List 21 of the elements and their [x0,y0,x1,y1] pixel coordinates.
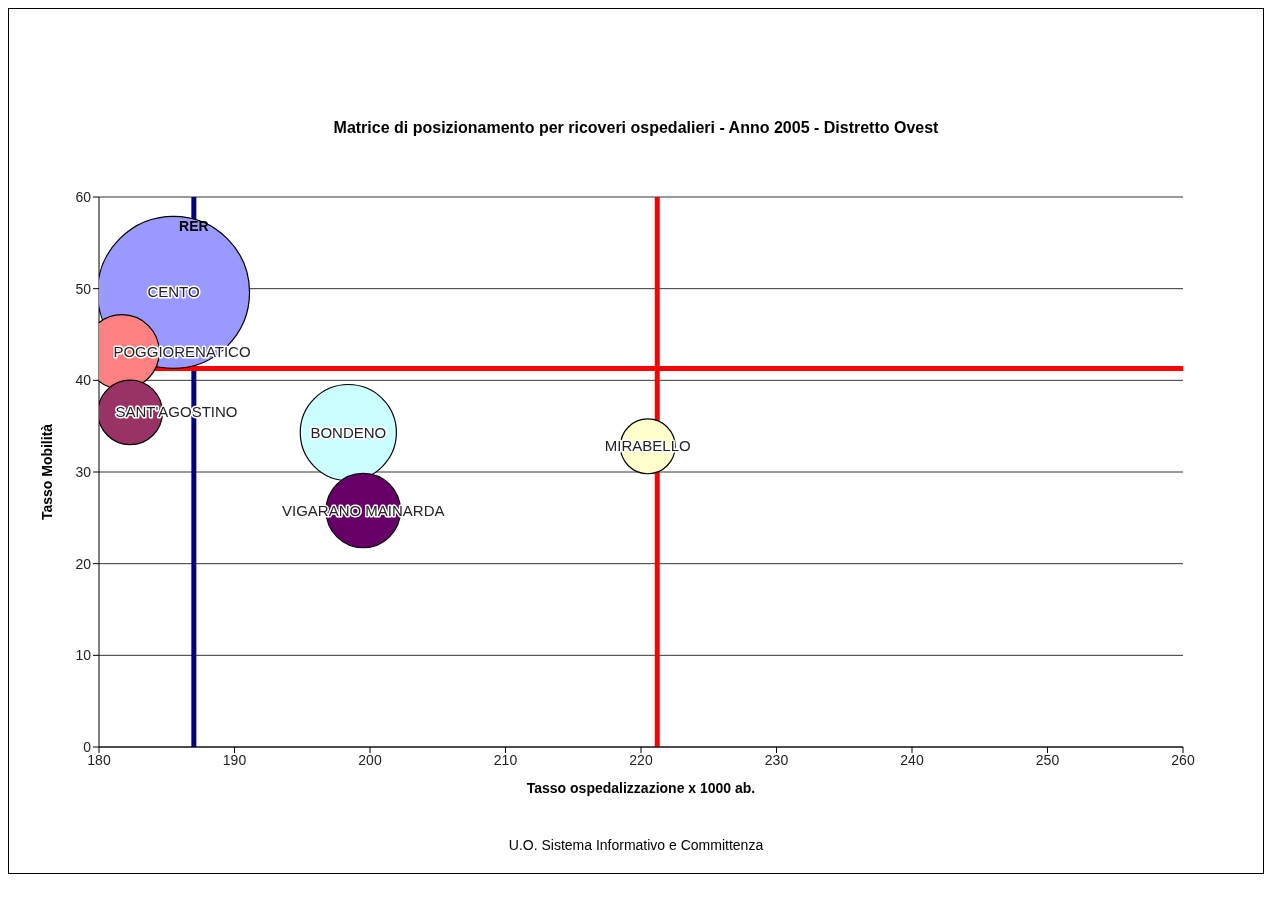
x-tick-label: 240 [900,751,924,768]
x-tick-label: 260 [1171,751,1195,768]
x-tick-label: 200 [358,751,382,768]
y-tick-label: 30 [75,463,92,480]
y-tick-label: 40 [75,372,92,389]
y-tick-label: 10 [75,647,92,664]
series-label: CENTO [147,283,200,301]
text: U.O. Sistema Informativo e Committenza [507,837,765,853]
x-tick-label: 210 [493,751,518,768]
ref-line-label: RER [179,217,209,234]
y-tick-label: 20 [75,555,92,572]
x-axis-title: Tasso ospedalizzazione x 1000 ab. [526,780,756,796]
series-label: BONDENO [310,423,387,441]
y-axis-title: Tasso Mobilità [38,423,55,521]
x-tick-label: 230 [764,751,789,768]
x-tick-label: 190 [222,751,247,768]
y-tick-label: 50 [75,280,92,297]
chart-title: Matrice di posizionamento per ricoveri ospedalieri - Anno 2005 - Distretto Ovest [332,119,940,137]
y-tick-label: 60 [75,188,92,205]
x-tick-label: 220 [629,751,653,768]
x-tick-label: 250 [1035,751,1060,768]
